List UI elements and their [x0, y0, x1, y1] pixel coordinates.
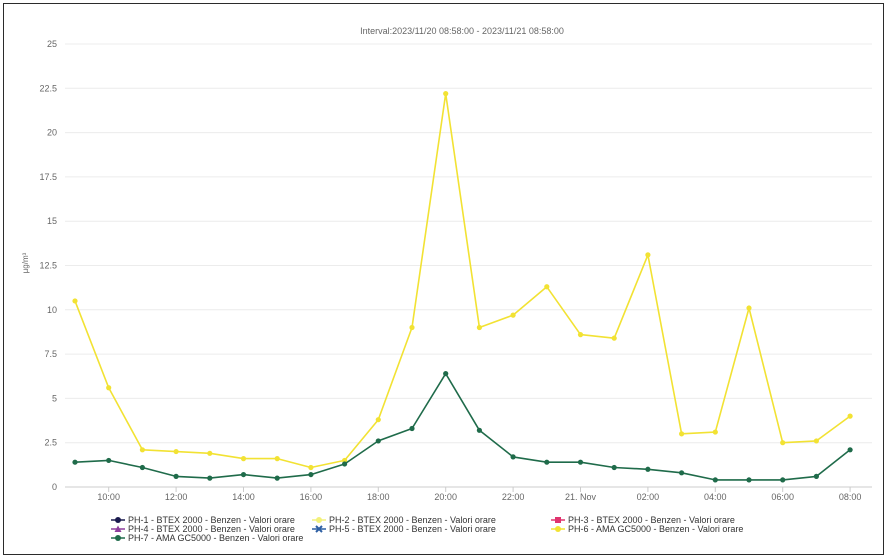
legend-marker — [114, 525, 122, 532]
legend-label: PH-5 - BTEX 2000 - Benzen - Valori orare — [329, 524, 496, 534]
y-axis-ticks: 0 2.5 5 7.5 10 12.5 15 17.5 20 22.5 25 — [39, 39, 57, 492]
legend-label: PH-1 - BTEX 2000 - Benzen - Valori orare — [128, 515, 295, 525]
x-tick-label: 10:00 — [97, 492, 120, 502]
series-group — [72, 91, 853, 483]
data-point — [780, 477, 786, 483]
legend-marker — [316, 517, 322, 523]
data-point — [139, 464, 145, 471]
x-tick-label: 22:00 — [502, 492, 525, 502]
y-axis-label: µg/m³ — [21, 252, 30, 273]
data-point — [476, 427, 482, 433]
data-point — [510, 454, 516, 460]
data-point — [274, 456, 280, 462]
data-point — [746, 305, 752, 311]
data-point — [207, 475, 213, 481]
y-tick-label: 15 — [47, 216, 57, 226]
data-point — [780, 440, 786, 446]
data-point — [207, 450, 213, 456]
x-tick-label: 14:00 — [232, 492, 255, 502]
y-tick-label: 5 — [52, 393, 57, 403]
data-point — [577, 332, 584, 338]
data-point — [847, 447, 853, 453]
x-tick-label: 02:00 — [637, 492, 660, 502]
data-point — [679, 431, 685, 437]
data-point — [712, 429, 718, 435]
data-point — [139, 447, 145, 453]
data-point — [544, 284, 550, 290]
y-tick-label: 10 — [47, 305, 57, 315]
data-point — [443, 370, 449, 377]
grid-lines — [65, 43, 872, 488]
y-tick-label: 0 — [52, 482, 57, 492]
data-point — [173, 448, 179, 455]
legend-marker — [555, 517, 561, 523]
legend-label: PH-2 - BTEX 2000 - Benzen - Valori orare — [329, 515, 496, 525]
legend-label: PH-3 - BTEX 2000 - Benzen - Valori orare — [568, 515, 735, 525]
x-tick-label: 20:00 — [434, 492, 457, 502]
data-point — [72, 298, 78, 304]
y-tick-label: 20 — [47, 128, 57, 138]
data-point — [375, 438, 381, 444]
y-tick-label: 12.5 — [39, 261, 57, 271]
x-tick-label: 04:00 — [704, 492, 727, 502]
legend: PH-1 - BTEX 2000 - Benzen - Valori orare… — [111, 515, 743, 543]
data-point — [611, 464, 617, 471]
data-point — [375, 417, 381, 423]
data-point — [173, 473, 179, 479]
data-point — [106, 457, 112, 464]
data-point — [611, 335, 617, 341]
data-point — [443, 91, 449, 97]
data-point — [813, 438, 820, 444]
data-point — [342, 461, 348, 467]
data-point — [847, 413, 853, 419]
data-point — [577, 459, 584, 465]
data-point — [308, 464, 314, 471]
y-tick-label: 2.5 — [44, 438, 57, 448]
x-tick-label: 18:00 — [367, 492, 390, 502]
data-point — [645, 466, 651, 472]
y-tick-label: 22.5 — [39, 83, 57, 93]
legend-label: PH-6 - AMA GC5000 - Benzen - Valori orar… — [568, 524, 743, 534]
legend-marker — [115, 517, 121, 523]
data-point — [409, 425, 415, 432]
data-point — [476, 324, 482, 331]
data-point — [813, 473, 820, 479]
legend-label: PH-7 - AMA GC5000 - Benzen - Valori orar… — [128, 533, 303, 543]
legend-marker — [555, 526, 561, 532]
data-point — [645, 252, 651, 258]
series-line — [74, 92, 851, 469]
data-point — [409, 324, 415, 331]
data-point — [72, 459, 78, 465]
x-tick-label: 21. Nov — [565, 492, 597, 502]
legend-marker — [115, 535, 121, 541]
x-axis: 10:00 12:00 14:00 16:00 18:00 20:00 22:00 21. N… — [97, 487, 861, 502]
y-tick-label: 17.5 — [39, 172, 57, 182]
legend-marker — [315, 525, 323, 533]
data-point — [544, 459, 550, 465]
series-line — [74, 372, 851, 481]
data-point — [746, 477, 752, 483]
data-point — [240, 471, 247, 478]
data-point — [679, 470, 685, 476]
x-tick-label: 16:00 — [300, 492, 323, 502]
legend-label: PH-4 - BTEX 2000 - Benzen - Valori orare — [128, 524, 295, 534]
y-tick-label: 25 — [47, 39, 57, 49]
y-tick-label: 7.5 — [44, 349, 57, 359]
data-point — [308, 471, 314, 478]
data-point — [240, 456, 247, 462]
x-tick-label: 08:00 — [839, 492, 862, 502]
x-tick-label: 06:00 — [771, 492, 794, 502]
data-point — [274, 475, 280, 481]
chart-title: Interval:2023/11/20 08:58:00 - 2023/11/2… — [360, 26, 564, 36]
data-point — [712, 477, 718, 483]
data-point — [106, 385, 112, 391]
data-point — [510, 312, 516, 318]
x-tick-label: 12:00 — [165, 492, 188, 502]
